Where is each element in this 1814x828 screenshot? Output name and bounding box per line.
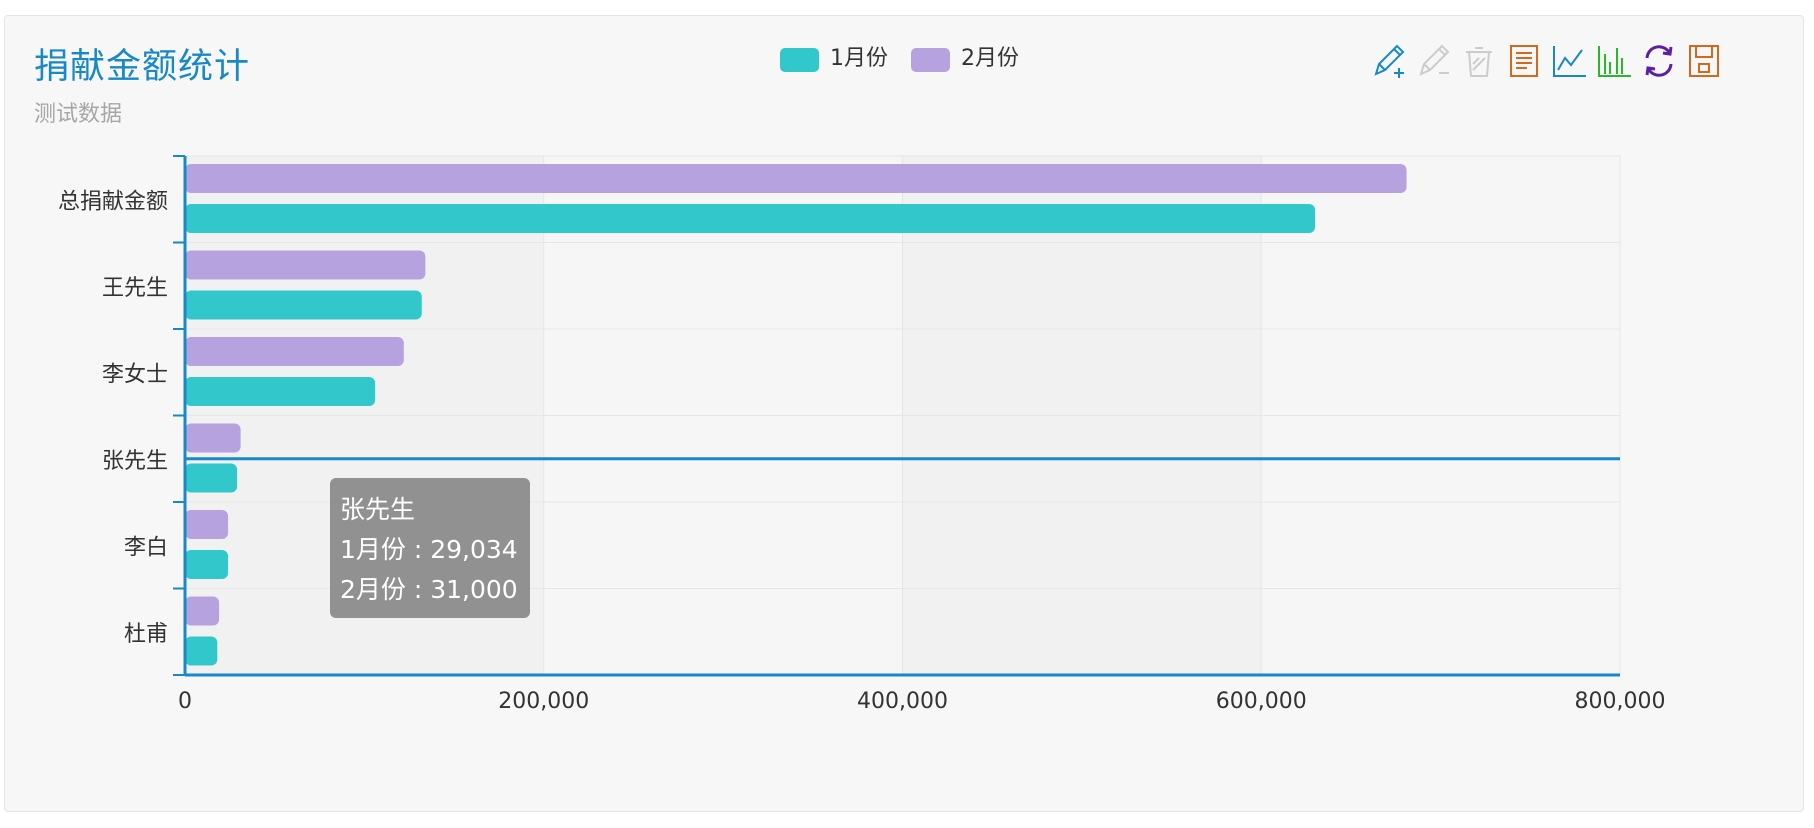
- y-axis-label: 李白: [124, 535, 168, 560]
- legend-swatch-feb: [911, 48, 950, 72]
- bar-jan[interactable]: [185, 204, 1316, 233]
- save-icon[interactable]: [1685, 42, 1723, 80]
- y-axis-label: 王先生: [102, 276, 168, 301]
- bar-feb[interactable]: [185, 596, 220, 626]
- bar-jan[interactable]: [185, 463, 238, 493]
- data-view-icon[interactable]: [1505, 42, 1543, 80]
- y-axis-label: 总捐献金额: [58, 189, 168, 214]
- tooltip-title: 张先生: [340, 495, 416, 524]
- bar-jan[interactable]: [185, 377, 376, 406]
- legend-label-jan: 1月份: [830, 46, 888, 71]
- bar-jan[interactable]: [185, 636, 218, 666]
- bar-feb[interactable]: [185, 250, 426, 280]
- bar-feb[interactable]: [185, 510, 229, 539]
- x-axis-tick-label: 600,000: [1216, 689, 1307, 714]
- x-axis-tick-label: 0: [178, 689, 192, 714]
- y-axis-label: 李女士: [102, 362, 168, 387]
- line-chart-icon[interactable]: [1550, 42, 1588, 80]
- y-axis-label: 杜甫: [124, 622, 168, 647]
- x-axis-tick-label: 800,000: [1575, 689, 1666, 714]
- tooltip-line-jan: 1月份 : 29,034: [340, 535, 518, 564]
- refresh-icon[interactable]: [1640, 42, 1678, 80]
- tooltip-line-feb: 2月份 : 31,000: [340, 575, 518, 604]
- legend-swatch-jan: [780, 48, 819, 72]
- bar-feb[interactable]: [185, 164, 1407, 193]
- erase-icon[interactable]: [1460, 42, 1498, 80]
- y-axis-label: 张先生: [102, 449, 168, 474]
- x-axis-tick-label: 200,000: [498, 689, 589, 714]
- bar-chart-icon[interactable]: [1595, 42, 1633, 80]
- tooltip: 张先生 1月份 : 29,034 2月份 : 31,000: [330, 478, 530, 618]
- chart-subtitle: 测试数据: [34, 102, 123, 127]
- pencil-remove-icon[interactable]: [1415, 42, 1453, 80]
- bar-feb[interactable]: [185, 423, 241, 453]
- pencil-add-icon[interactable]: [1370, 42, 1408, 80]
- bar-jan[interactable]: [185, 550, 229, 579]
- bar-jan[interactable]: [185, 290, 422, 320]
- x-axis-tick-label: 400,000: [857, 689, 948, 714]
- chart-title: 捐献金额统计: [34, 47, 251, 87]
- legend-label-feb: 2月份: [961, 46, 1019, 71]
- bar-feb[interactable]: [185, 337, 404, 366]
